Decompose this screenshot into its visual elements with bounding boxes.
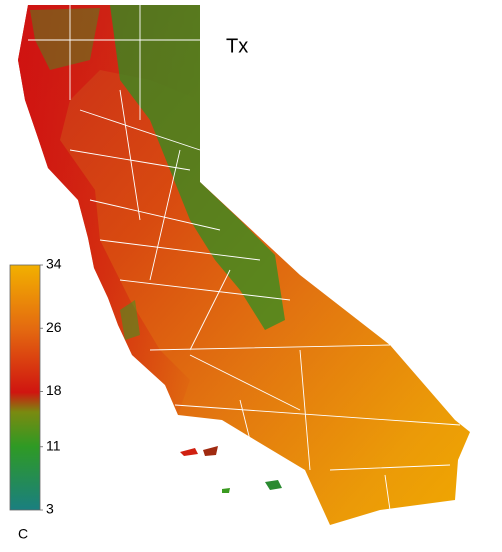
colorbar-tick-label: 34 [46,256,62,272]
california-raster [18,5,470,525]
colorbar-tick-label: 26 [46,319,62,335]
colorbar [9,264,41,511]
colorbar-tick-label: 11 [46,437,61,453]
map-title: Tx [226,35,248,57]
colorbar-unit: C [18,526,28,542]
colorbar-labels: 3 11 18 26 34 [40,256,62,517]
colorbar-tick-label: 18 [46,382,62,398]
colorbar-tick-label: 3 [46,501,54,517]
